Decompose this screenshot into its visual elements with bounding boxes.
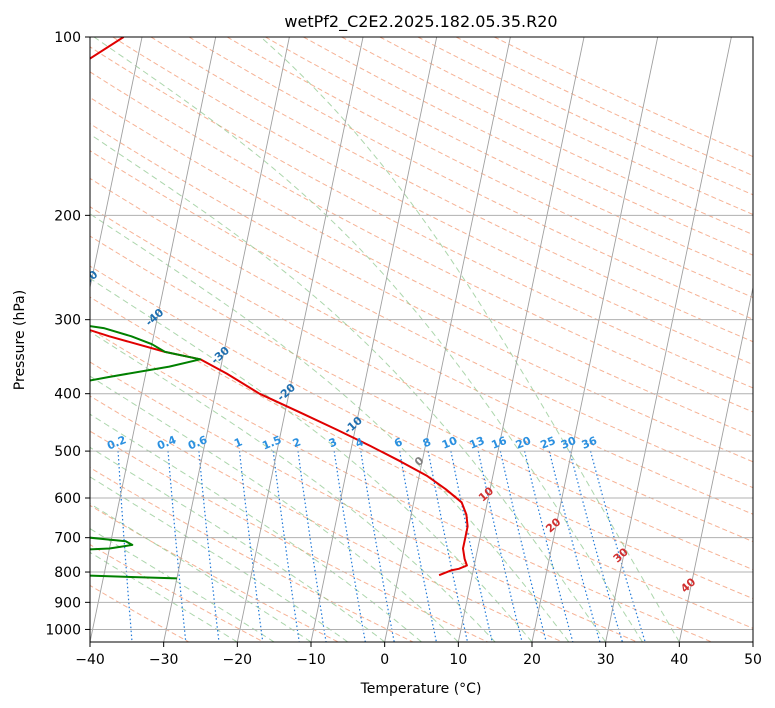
pressure-gridlines (90, 37, 753, 630)
dry-adiabat-line (90, 265, 753, 600)
temperature-profile-line (90, 37, 469, 577)
mixing-ratio-label: 2 (291, 435, 303, 450)
dry-adiabat-line (455, 37, 753, 177)
mixing-ratio-line (399, 450, 437, 642)
dry-adiabat-line (379, 37, 753, 216)
isotherm-line (678, 285, 753, 642)
dry-adiabat-line (303, 37, 753, 256)
isotherms (90, 37, 753, 642)
x-axis-ticks: −40 −30 −20 −10 0 10 20 30 40 50 (75, 642, 762, 668)
isotherm-line (384, 37, 511, 642)
y-tick-label: 900 (54, 595, 81, 611)
x-tick-label: 10 (449, 652, 467, 668)
isotherm-line (605, 37, 732, 642)
plot-frame (89, 36, 754, 643)
dry-adiabat-line (150, 37, 753, 343)
y-axis-ticks: 100 200 300 400 500 600 700 800 900 1000 (45, 30, 90, 638)
mixing-ratio-line (569, 450, 623, 642)
x-tick-label: 0 (380, 652, 389, 668)
isotherm-line (90, 37, 217, 642)
dry-adiabat-line (226, 37, 753, 299)
x-axis-title: Temperature (°C) (360, 681, 482, 697)
isotherm-line (163, 37, 290, 642)
mixing-ratio-label: 3 (327, 435, 339, 450)
mixing-ratio-label: 10 (440, 434, 459, 452)
moist-adiabats (90, 37, 680, 642)
dry-adiabat-line (90, 206, 753, 543)
y-tick-label: 1000 (45, 622, 81, 638)
mixing-ratio-line (590, 450, 646, 642)
dry-adiabat-line (90, 504, 339, 642)
mixing-ratio-label: 8 (421, 435, 433, 450)
mixing-ratio-label: 36 (580, 434, 599, 452)
y-tick-label: 700 (54, 531, 81, 547)
moist-adiabat-line (90, 413, 422, 642)
mixing-ratio-label: 16 (490, 434, 509, 452)
x-tick-label: 40 (670, 652, 688, 668)
moist-adiabat-line (90, 277, 533, 642)
mixing-ratio-label: 13 (467, 434, 486, 452)
y-axis-title: Pressure (hPa) (12, 290, 28, 390)
mixing-ratio-line (297, 451, 327, 642)
y-tick-label: 200 (54, 208, 81, 224)
x-tick-label: −20 (223, 652, 253, 668)
chart-title: wetPf2_C2E2.2025.182.05.35.R20 (284, 12, 557, 32)
y-tick-label: 600 (54, 491, 81, 507)
moist-adiabat-line (93, 37, 643, 642)
mixing-ratio-line (272, 451, 300, 642)
moist-adiabat-line (90, 476, 349, 642)
dry-adiabats (90, 37, 753, 642)
mixing-ratio-line (360, 451, 395, 642)
dry-adiabat-line (112, 37, 753, 366)
y-tick-label: 300 (54, 313, 81, 329)
isotherm-label: -50 (77, 268, 101, 291)
moist-adiabat-line (90, 331, 496, 642)
moist-adiabat-line (90, 133, 607, 642)
isotherm-line (531, 37, 659, 642)
mixing-ratio-lines (117, 450, 646, 642)
mixing-ratio-label: 1 (232, 435, 244, 450)
dry-adiabat-line (90, 46, 753, 389)
isotherm-line (457, 37, 585, 642)
isotherm-line (310, 37, 438, 642)
moist-adiabat-line (90, 375, 459, 642)
isotherm-line (236, 37, 364, 642)
moist-adiabat-line (90, 446, 385, 642)
x-tick-label: 30 (597, 652, 615, 668)
mixing-ratio-line (524, 450, 574, 642)
y-tick-label: 100 (54, 30, 81, 46)
x-tick-label: 50 (744, 652, 762, 668)
y-tick-label: 800 (54, 565, 81, 581)
mixing-ratio-line (450, 450, 493, 642)
x-tick-label: −30 (149, 652, 179, 668)
plot-area: -100-90-80-70-60-50-40-30-20-10010203040… (77, 37, 753, 642)
mixing-ratio-label: 30 (559, 434, 578, 452)
mixing-ratio-line (238, 451, 264, 642)
mixing-ratio-label: 25 (538, 434, 557, 452)
y-tick-label: 400 (54, 387, 81, 403)
mixing-ratio-line (427, 450, 469, 642)
y-tick-label: 500 (54, 444, 81, 460)
profile-series (90, 37, 469, 580)
moist-adiabat-line (90, 551, 238, 642)
isotherm-line (90, 37, 143, 290)
dry-adiabat-line (90, 96, 753, 438)
mixing-ratio-line (477, 450, 523, 642)
mixing-ratio-line (499, 450, 547, 642)
x-tick-label: −10 (296, 652, 326, 668)
mixing-ratio-line (548, 450, 601, 642)
x-tick-label: 20 (523, 652, 541, 668)
x-tick-label: −40 (75, 652, 105, 668)
mixing-ratio-label: 20 (514, 434, 533, 452)
mixing-ratio-line (333, 451, 366, 642)
moist-adiabat-line (90, 213, 570, 642)
dry-adiabat-line (90, 123, 753, 463)
dry-adiabat-line (90, 328, 712, 642)
